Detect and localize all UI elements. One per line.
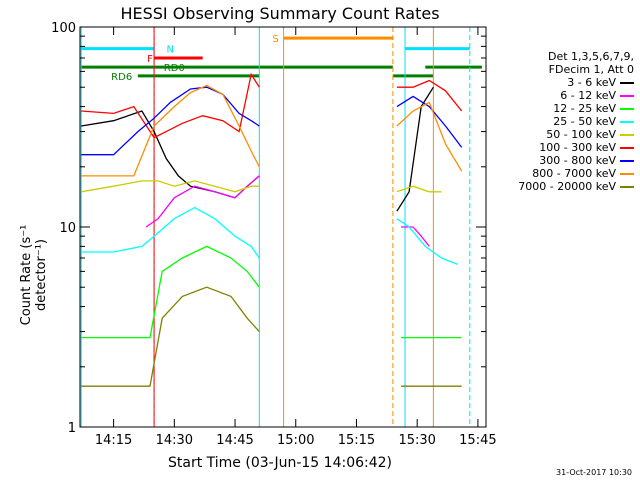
- y-tick-label-1: 10: [59, 221, 76, 236]
- x-tick-label-3: 15:00: [277, 433, 314, 448]
- x-tick-label-1: 14:30: [156, 433, 193, 448]
- legend-swatch: [620, 146, 634, 149]
- legend-swatch: [620, 172, 634, 175]
- series-line-6-seg-0: [81, 86, 260, 156]
- x-tick-label-2: 14:45: [216, 433, 253, 448]
- x-axis-label: Start Time (03-Jun-15 14:06:42): [168, 455, 392, 471]
- x-tick-label-5: 15:30: [398, 433, 435, 448]
- legend-entry-label: 25 - 50 keV: [553, 115, 616, 128]
- legend-entry: 300 - 800 keV: [486, 154, 634, 167]
- series-line-4-seg-1: [396, 185, 442, 193]
- legend-entry: 800 - 7000 keV: [486, 167, 634, 180]
- flag-label-n: N: [167, 45, 174, 56]
- legend: Det 1,3,5,6,7,9, FDecim 1, Att 0 3 - 6 k…: [486, 50, 634, 193]
- flag-label-f: F: [147, 54, 153, 65]
- chart-title: HESSI Observing Summary Count Rates: [120, 4, 440, 23]
- y-tick-label-2: 1: [68, 421, 76, 436]
- y-axis-label: Count Rate (s⁻¹ detector⁻¹): [19, 224, 49, 326]
- legend-entry-label: 50 - 100 keV: [546, 128, 616, 141]
- legend-entry: 25 - 50 keV: [486, 115, 634, 128]
- legend-entry: 7000 - 20000 keV: [486, 180, 634, 193]
- x-tick-label-6: 15:45: [459, 433, 496, 448]
- legend-entry-label: 12 - 25 keV: [553, 102, 616, 115]
- series-line-7-seg-0: [81, 84, 260, 177]
- legend-entry: 100 - 300 keV: [486, 141, 634, 154]
- legend-swatch: [620, 185, 634, 188]
- series-line-0-seg-1: [396, 86, 434, 212]
- legend-swatch: [620, 120, 634, 123]
- series-line-5-seg-0: [81, 72, 260, 139]
- generation-datestamp: 31-Oct-2017 10:30: [556, 468, 632, 477]
- flag-label-rd0: RD0: [164, 63, 185, 74]
- series-line-4-seg-0: [81, 180, 260, 193]
- series-line-6-seg-1: [396, 95, 463, 148]
- legend-entry-label: 300 - 800 keV: [539, 154, 616, 167]
- x-tick-label-0: 14:15: [95, 433, 132, 448]
- series-line-1-seg-1: [401, 226, 430, 247]
- series-line-3-seg-0: [81, 206, 260, 259]
- legend-entry-label: 7000 - 20000 keV: [518, 180, 616, 193]
- legend-header-detectors: Det 1,3,5,6,7,9,: [547, 50, 634, 63]
- series-line-2-seg-0: [81, 245, 260, 339]
- legend-swatch: [620, 133, 634, 136]
- legend-entry-label: 100 - 300 keV: [539, 141, 616, 154]
- plot-frame: [79, 26, 487, 428]
- legend-swatch: [620, 81, 634, 84]
- series-line-8-seg-0: [81, 286, 260, 387]
- x-tick-label-4: 15:15: [338, 433, 375, 448]
- legend-entry: 50 - 100 keV: [486, 128, 634, 141]
- series-line-3-seg-1: [396, 218, 458, 266]
- series-line-5-seg-1: [396, 79, 463, 112]
- series-line-7-seg-1: [396, 101, 463, 172]
- legend-entry: 6 - 12 keV: [486, 89, 634, 102]
- legend-entry-label: 800 - 7000 keV: [532, 167, 616, 180]
- legend-swatch: [620, 94, 634, 97]
- legend-swatch: [620, 107, 634, 110]
- flag-label-rd6: RD6: [111, 72, 132, 83]
- y-tick-label-0: 100: [51, 21, 76, 36]
- legend-entry-label: 6 - 12 keV: [560, 89, 616, 102]
- legend-header-decimation: FDecim 1, Att 0: [548, 63, 634, 76]
- legend-entry-label: 3 - 6 keV: [567, 76, 616, 89]
- flag-label-s: S: [272, 34, 278, 45]
- legend-swatch: [620, 159, 634, 162]
- legend-entry: 3 - 6 keV: [486, 76, 634, 89]
- legend-entry: 12 - 25 keV: [486, 102, 634, 115]
